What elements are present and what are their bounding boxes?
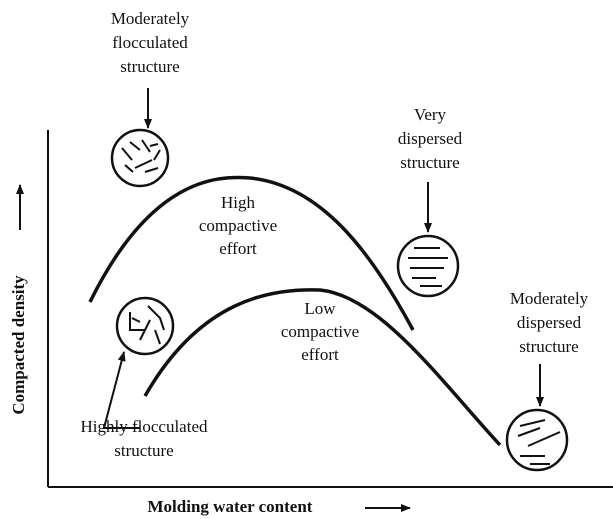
- diagram: Molding water content Compacted density …: [0, 0, 613, 519]
- curve-label: compactive: [281, 322, 359, 341]
- curve-label: compactive: [199, 216, 277, 235]
- very-dispersed-circle: [398, 236, 458, 296]
- structure-label: flocculated: [112, 33, 188, 52]
- structure-label: structure: [120, 57, 179, 76]
- structure-label: Moderately: [510, 289, 589, 308]
- curve-label: Low: [304, 299, 336, 318]
- structure-label: structure: [400, 153, 459, 172]
- x-axis-label: Molding water content: [148, 497, 313, 516]
- structure-label: Moderately: [111, 9, 190, 28]
- structure-label: Highly flocculated: [81, 417, 208, 436]
- curve-label: effort: [219, 239, 257, 258]
- highly-flocculated-circle: [117, 298, 173, 354]
- structure-label: dispersed: [517, 313, 582, 332]
- structure-label: dispersed: [398, 129, 463, 148]
- moderately-flocculated-circle: [112, 130, 168, 186]
- curve-label: High: [221, 193, 256, 212]
- curve-label: effort: [301, 345, 339, 364]
- structure-label: structure: [519, 337, 578, 356]
- structure-label: structure: [114, 441, 173, 460]
- y-axis-label: Compacted density: [9, 275, 28, 415]
- structure-label: Very: [414, 105, 447, 124]
- moderately-dispersed-circle: [507, 410, 567, 470]
